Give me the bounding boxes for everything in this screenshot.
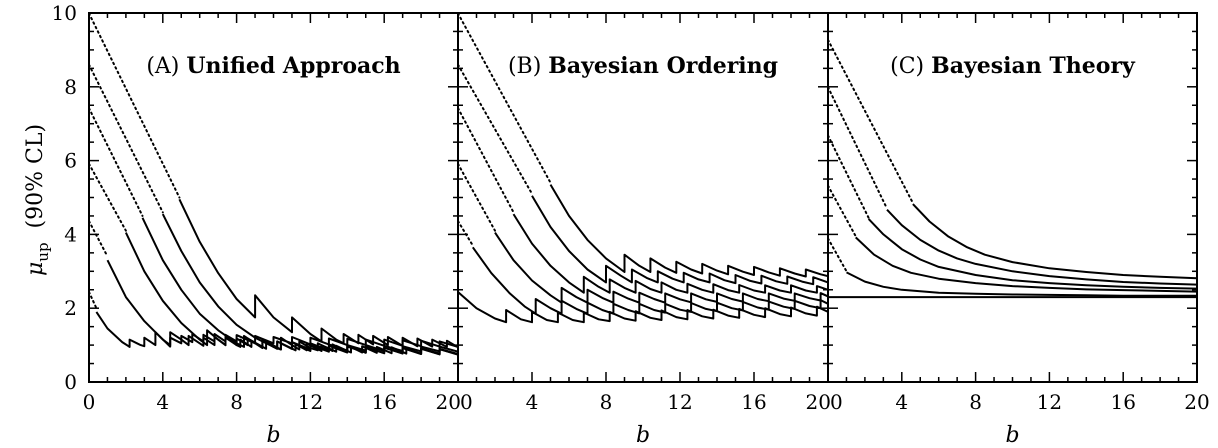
- panel-title-name: Bayesian Ordering: [548, 53, 778, 79]
- series-n1-dotted: [458, 220, 474, 247]
- series-group: [89, 13, 458, 356]
- series-n1-dotted: [89, 220, 109, 258]
- series-n5-dotted: [89, 13, 181, 199]
- y-axis-subscript: up: [34, 242, 52, 261]
- x-tick-label: 12: [298, 390, 323, 414]
- series-n3-dotted: [828, 134, 870, 219]
- series-n1-dotted: [828, 237, 848, 273]
- series-n2-solid: [494, 232, 828, 304]
- x-tick-label: 20: [806, 390, 831, 414]
- series-n2-dotted: [458, 162, 496, 232]
- x-tick-label: 0: [83, 390, 96, 414]
- panel-title: (B) Bayesian Ordering: [508, 53, 778, 79]
- series-n5-dotted: [828, 38, 914, 204]
- series-n4-solid: [531, 195, 828, 286]
- panel-title: (C) Bayesian Theory: [890, 53, 1136, 79]
- series-n5-solid: [549, 184, 828, 278]
- y-tick-label: 4: [64, 222, 77, 246]
- series-n1-solid: [846, 271, 1197, 297]
- panel-2: 0 4 8 12 16 20 b (C) Bayesian Theory: [827, 12, 1210, 448]
- y-tick-label: 0: [64, 370, 77, 394]
- x-tick-label: 4: [156, 390, 169, 414]
- panel-title-name: Bayesian Theory: [931, 53, 1136, 79]
- series-n3-solid: [512, 213, 828, 294]
- y-tick-label: 6: [64, 149, 77, 173]
- series-n2-dotted: [89, 162, 127, 232]
- y-tick-label: 10: [52, 1, 77, 25]
- series-n4-solid: [161, 213, 458, 356]
- series-n1-solid: [471, 246, 828, 315]
- panel-title-name: Unified Approach: [186, 53, 400, 79]
- series-n5-solid: [912, 203, 1197, 280]
- panel-0: 0 4 8 12 16 20 0 2 4 6 8 10 b (A) Unified Approach: [52, 1, 461, 448]
- x-tick-label: 16: [741, 390, 766, 414]
- x-tick-label: 16: [1110, 390, 1135, 414]
- x-tick-label: 12: [1037, 390, 1062, 414]
- x-tick-label: 20: [436, 390, 461, 414]
- x-axis-label: b: [1005, 423, 1019, 448]
- x-tick-label: 12: [667, 390, 692, 414]
- x-tick-label: 4: [526, 390, 539, 414]
- panel-title-prefix: (B): [508, 54, 548, 79]
- x-tick-label: 0: [460, 390, 473, 414]
- panel-title-prefix: (C): [890, 54, 931, 79]
- series-n5-dotted: [458, 13, 552, 184]
- series-n5-solid: [178, 198, 458, 349]
- y-tick-label: 8: [64, 75, 77, 99]
- series-n4-dotted: [89, 63, 164, 214]
- x-tick-label: 8: [230, 390, 243, 414]
- x-tick-label: 20: [1184, 390, 1209, 414]
- series-n3-dotted: [458, 107, 515, 214]
- series-n2-dotted: [828, 184, 857, 238]
- series-n4-dotted: [458, 63, 533, 195]
- y-axis-suffix: (90% CL): [23, 124, 48, 229]
- x-axis-label: b: [636, 423, 650, 448]
- series-group: [458, 13, 828, 324]
- y-axis-symbol: μ: [23, 262, 48, 276]
- series-n3-dotted: [89, 107, 144, 217]
- x-tick-label: 0: [830, 390, 843, 414]
- x-axis-label: b: [266, 423, 280, 448]
- series-n3-solid: [867, 218, 1197, 290]
- series-n4-dotted: [828, 86, 888, 210]
- y-axis-label: μup (90% CL): [23, 124, 52, 276]
- series-n4-solid: [886, 209, 1197, 286]
- series-n0-dotted: [89, 291, 98, 310]
- panel-1: 0 4 8 12 16 20 b (B) Bayesian Ordering: [457, 12, 831, 448]
- series-group: [828, 38, 1197, 299]
- x-tick-label: 8: [969, 390, 982, 414]
- panel-title-prefix: (A): [146, 54, 186, 79]
- series-n3-solid: [141, 217, 458, 356]
- x-tick-label: 4: [895, 390, 908, 414]
- y-tick-label: 2: [64, 296, 77, 320]
- series-n2-solid: [855, 236, 1197, 293]
- x-tick-label: 8: [600, 390, 613, 414]
- panel-title: (A) Unified Approach: [146, 53, 400, 79]
- x-tick-label: 16: [371, 390, 396, 414]
